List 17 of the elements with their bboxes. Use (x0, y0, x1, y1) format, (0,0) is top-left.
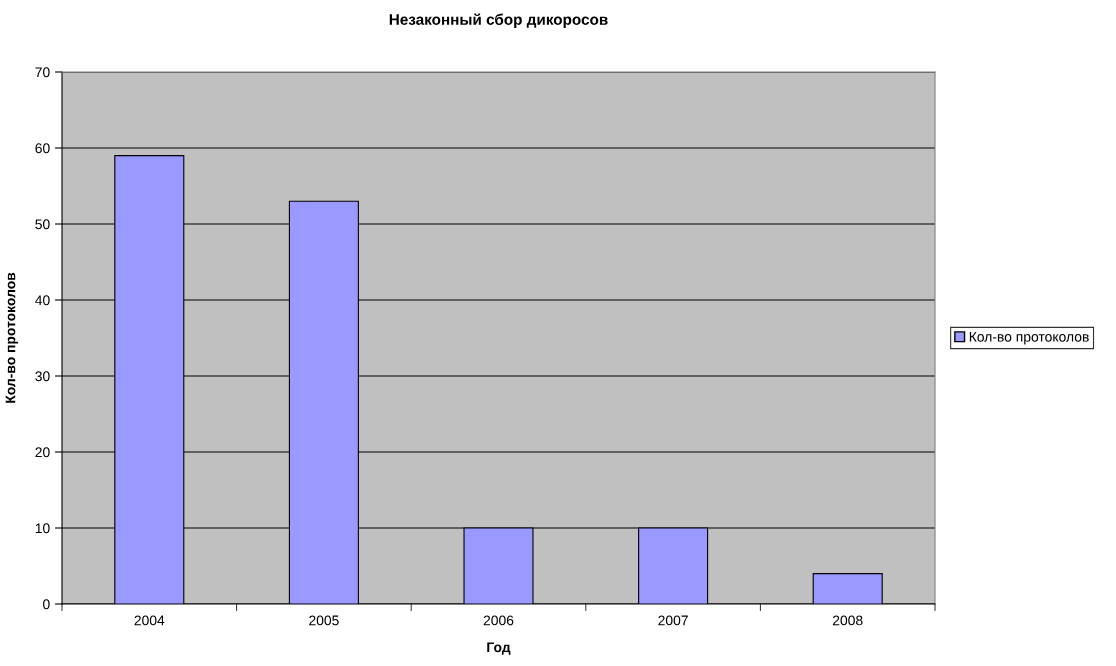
x-tick-label: 2005 (309, 615, 339, 626)
chart-title: Незаконный сбор дикоросов (389, 13, 608, 28)
y-axis-title: Кол-во протоколов (5, 272, 19, 403)
y-tick-label: 40 (35, 295, 50, 306)
y-tick-label: 0 (43, 599, 50, 610)
y-tick-label: 20 (35, 447, 50, 458)
y-tick-label: 70 (35, 67, 50, 78)
x-tick-label: 2004 (134, 615, 165, 626)
x-tick-label: 2008 (832, 615, 863, 626)
legend-label: Кол-во протоколов (969, 332, 1089, 345)
y-tick-label: 60 (35, 143, 50, 154)
x-axis-title: Год (487, 642, 511, 655)
y-tick-label: 50 (35, 219, 50, 230)
x-tick-label: 2007 (658, 615, 688, 626)
x-tick-label: 2006 (483, 615, 514, 626)
y-tick-label: 10 (35, 523, 50, 534)
y-tick-label: 30 (35, 371, 50, 382)
